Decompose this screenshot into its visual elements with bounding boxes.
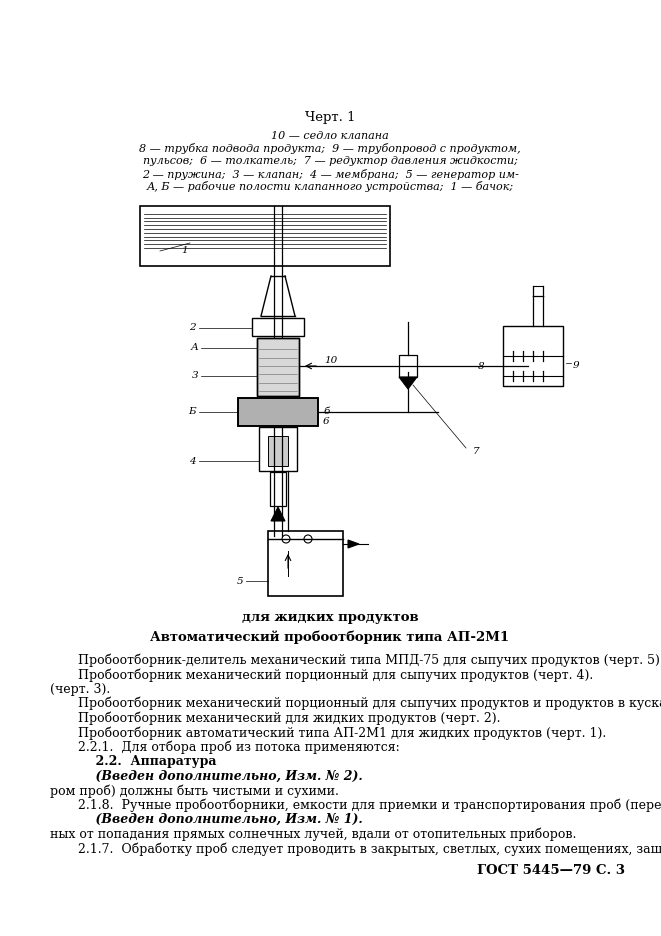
- Text: 5: 5: [237, 577, 243, 586]
- Bar: [259, 427, 297, 471]
- Text: 2: 2: [189, 324, 196, 332]
- Bar: [257, 338, 299, 396]
- Bar: [257, 338, 299, 396]
- Bar: [503, 326, 563, 386]
- Polygon shape: [271, 507, 285, 521]
- Text: Б: Б: [188, 407, 196, 417]
- Text: 10 — седло клапана: 10 — седло клапана: [271, 131, 389, 141]
- Bar: [238, 398, 318, 426]
- Text: 1: 1: [181, 246, 188, 255]
- Text: 8: 8: [478, 362, 485, 371]
- Text: Пробоотборник-делитель механический типа МПД-75 для сыпучих продуктов (черт. 5).: Пробоотборник-делитель механический типа…: [78, 653, 661, 667]
- Text: ГОСТ 5445—79 С. 3: ГОСТ 5445—79 С. 3: [477, 864, 625, 877]
- Text: (Введен дополнительно, Изм. № 2).: (Введен дополнительно, Изм. № 2).: [78, 769, 363, 782]
- Text: 9: 9: [573, 361, 580, 371]
- Text: 2.1.8.  Ручные пробоотборники, емкости для приемки и транспортирования проб (пер: 2.1.8. Ручные пробоотборники, емкости дл…: [78, 798, 661, 812]
- Text: 2 — пружина;  3 — клапан;  4 — мембрана;  5 — генератор им-: 2 — пружина; 3 — клапан; 4 — мембрана; 5…: [141, 168, 518, 180]
- Text: ных от попадания прямых солнечных лучей, вдали от отопительных приборов.: ных от попадания прямых солнечных лучей,…: [50, 827, 576, 841]
- Text: А: А: [190, 344, 198, 353]
- Text: (Введен дополнительно, Изм. № 1).: (Введен дополнительно, Изм. № 1).: [78, 813, 363, 826]
- Text: Пробоотборник механический порционный для сыпучих продуктов (черт. 4).: Пробоотборник механический порционный дл…: [78, 668, 594, 681]
- Text: Пробоотборник механический для жидких продуктов (черт. 2).: Пробоотборник механический для жидких пр…: [78, 711, 500, 725]
- Text: Автоматический пробоотборник типа АП-2М1: Автоматический пробоотборник типа АП-2М1: [151, 630, 510, 644]
- Text: Пробоотборник механический порционный для сыпучих продуктов и продуктов в кусках: Пробоотборник механический порционный дл…: [78, 697, 661, 710]
- Text: 2.2.  Аппаратура: 2.2. Аппаратура: [78, 755, 217, 768]
- Text: б: б: [323, 407, 329, 417]
- Text: Черт. 1: Черт. 1: [305, 110, 355, 124]
- Text: А, Б — рабочие полости клапанного устройства;  1 — бачок;: А, Б — рабочие полости клапанного устрой…: [147, 181, 514, 192]
- Text: (черт. 3).: (черт. 3).: [50, 682, 110, 695]
- Bar: [270, 472, 286, 506]
- Text: 2.2.1.  Для отбора проб из потока применяются:: 2.2.1. Для отбора проб из потока применя…: [78, 740, 400, 754]
- Bar: [140, 206, 390, 266]
- Text: 6: 6: [323, 417, 330, 426]
- Text: 10: 10: [324, 356, 337, 365]
- Text: пульсов;  6 — толкатель;  7 — редуктор давления жидкости;: пульсов; 6 — толкатель; 7 — редуктор дав…: [143, 156, 518, 166]
- Text: 4: 4: [189, 457, 196, 465]
- Text: ром проб) должны быть чистыми и сухими.: ром проб) должны быть чистыми и сухими.: [50, 784, 339, 797]
- Polygon shape: [399, 377, 417, 389]
- Bar: [268, 531, 343, 596]
- Polygon shape: [348, 540, 359, 548]
- Bar: [252, 318, 304, 336]
- Bar: [268, 436, 288, 466]
- Bar: [399, 355, 417, 377]
- Text: Пробоотборник автоматический типа АП-2М1 для жидких продуктов (черт. 1).: Пробоотборник автоматический типа АП-2М1…: [78, 726, 606, 739]
- Bar: [238, 398, 318, 426]
- Text: 7: 7: [473, 446, 480, 456]
- Text: 2.1.7.  Обработку проб следует проводить в закрытых, светлых, сухих помещениях, : 2.1.7. Обработку проб следует проводить …: [78, 842, 661, 856]
- Text: для жидких продуктов: для жидких продуктов: [242, 611, 418, 624]
- Text: 3: 3: [192, 372, 198, 381]
- Text: 8 — трубка подвода продукта;  9 — трубопровод с продуктом,: 8 — трубка подвода продукта; 9 — трубопр…: [139, 143, 521, 154]
